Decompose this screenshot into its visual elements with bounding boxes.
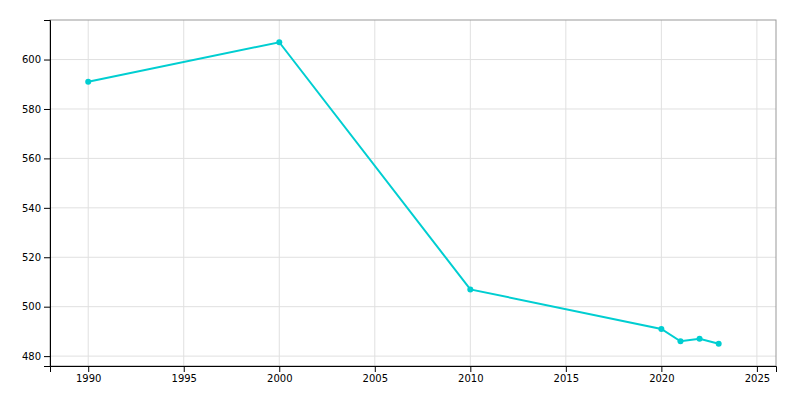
x-tick: 2025 [745, 366, 770, 384]
y-tick-mark [44, 257, 50, 258]
x-tick-label: 1995 [172, 373, 197, 384]
x-tick: 1990 [76, 366, 101, 384]
x-tick-label: 2020 [649, 373, 674, 384]
x-tick-mark [470, 366, 471, 372]
x-tick: 1995 [172, 366, 197, 384]
y-tick-label: 600 [22, 54, 41, 65]
x-tick: 2000 [267, 366, 292, 384]
y-tick-label: 500 [22, 301, 41, 312]
x-tick-label: 2015 [554, 373, 579, 384]
y-grid-line [50, 158, 776, 159]
marks [85, 39, 721, 347]
x-tick-mark [661, 366, 662, 372]
y-tick-mark [44, 109, 50, 110]
x-grid-line [183, 20, 184, 366]
x-grid-line [756, 20, 757, 366]
point [716, 341, 722, 347]
y-tick-mark [44, 356, 50, 357]
y-axis: 480 500 520 540 560 580 600 [22, 21, 51, 367]
y-tick-label: 560 [22, 153, 41, 164]
y-tick-label: 580 [22, 104, 41, 115]
y-tick-label: 540 [22, 203, 41, 214]
y-tick: 540 [22, 203, 50, 214]
x-tick-label: 2005 [363, 373, 388, 384]
y-tick-mark [44, 307, 50, 308]
y-tick-mark [44, 158, 50, 159]
x-grid-line [374, 20, 375, 366]
y-tick: 600 [22, 54, 50, 65]
point [85, 79, 91, 85]
x-tick-label: 1990 [76, 373, 101, 384]
x-grid-line [661, 20, 662, 366]
chart: 1990 1995 2000 2005 2010 2015 2020 2025 480 500 52… [0, 0, 800, 400]
y-grid-line [50, 207, 776, 208]
y-grid-line [50, 306, 776, 307]
x-tick-mark [566, 366, 567, 372]
point [677, 338, 683, 344]
x-axis-line [51, 367, 777, 373]
point [697, 336, 703, 342]
point [658, 326, 664, 332]
plot-area: 1990 1995 2000 2005 2010 2015 2020 2025 480 500 52… [22, 20, 777, 384]
y-grid-line [50, 257, 776, 258]
x-tick-mark [88, 366, 89, 372]
x-tick-label: 2025 [745, 373, 770, 384]
x-axis: 1990 1995 2000 2005 2010 2015 2020 2025 [51, 366, 777, 384]
x-tick-mark [375, 366, 376, 372]
grid [50, 20, 776, 366]
x-tick-mark [279, 366, 280, 372]
x-tick-mark [757, 366, 758, 372]
x-tick: 2005 [363, 366, 388, 384]
y-tick: 520 [22, 252, 50, 263]
y-tick: 500 [22, 301, 50, 312]
x-grid-line [565, 20, 566, 366]
y-grid-line [50, 108, 776, 109]
y-tick-mark [44, 208, 50, 209]
x-tick: 2010 [458, 366, 483, 384]
y-tick-label: 520 [22, 252, 41, 263]
y-tick: 480 [22, 351, 50, 362]
y-tick: 560 [22, 153, 50, 164]
x-tick-label: 2010 [458, 373, 483, 384]
y-tick-mark [44, 60, 50, 61]
x-tick: 2015 [554, 366, 579, 384]
y-grid-line [50, 356, 776, 357]
y-grid-line [50, 59, 776, 60]
line [88, 42, 718, 344]
x-grid-line [88, 20, 89, 366]
x-tick: 2020 [649, 366, 674, 384]
y-tick: 580 [22, 104, 50, 115]
point [276, 39, 282, 45]
point [467, 286, 473, 292]
y-axis-line [44, 21, 51, 367]
x-grid-line [279, 20, 280, 366]
x-tick-mark [184, 366, 185, 372]
plot-frame [50, 20, 776, 366]
y-tick-label: 480 [22, 351, 41, 362]
x-tick-label: 2000 [267, 373, 292, 384]
x-grid-line [470, 20, 471, 366]
